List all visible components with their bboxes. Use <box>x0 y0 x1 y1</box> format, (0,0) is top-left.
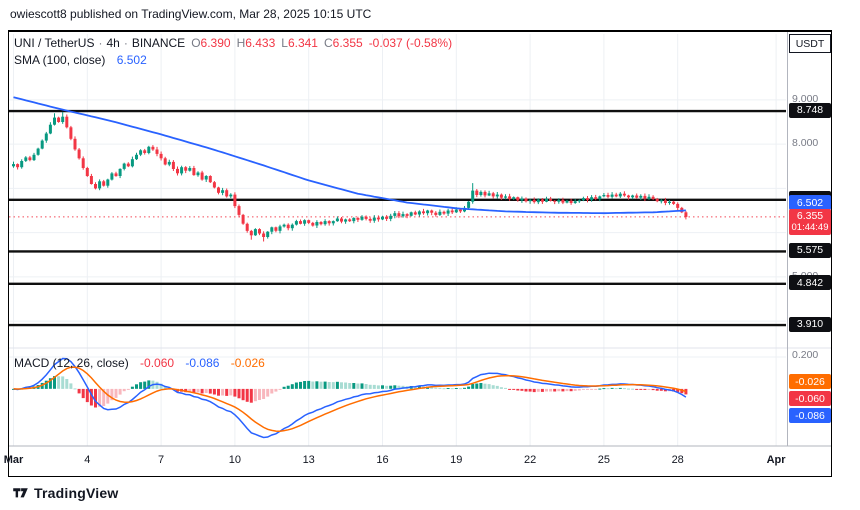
sma-name: SMA (100, close) <box>14 53 106 67</box>
close-value: 6.355 <box>332 36 363 50</box>
legend-separator: · <box>98 36 103 50</box>
x-axis-label: 13 <box>302 454 315 466</box>
macd-axis-label: 0.200 <box>792 349 819 361</box>
ohlc-values: O6.390 H6.433 L6.341 C6.355 -0.037 (-0.58%) <box>185 36 452 50</box>
x-axis-label: 19 <box>450 454 463 466</box>
x-axis-label: 7 <box>158 454 165 466</box>
price-level-badge: 8.748 <box>789 102 831 118</box>
attribution-text: owiescott8 published on TradingView.com,… <box>10 7 372 21</box>
symbol-name[interactable]: UNI / TetherUS <box>14 36 95 50</box>
macd-signal-value: -0.026 <box>230 356 265 370</box>
tradingview-logo-text: TradingView <box>34 484 119 501</box>
x-axis-label: Apr <box>766 454 786 466</box>
price-axis-label: 9.000 <box>792 92 819 105</box>
sma-price-badge: 6.502 <box>789 195 831 211</box>
change-value: -0.037 (-0.58%) <box>368 36 453 50</box>
macd-line-value: -0.086 <box>185 356 220 370</box>
interval-label[interactable]: 4h <box>106 36 120 50</box>
high-value: 6.433 <box>245 36 276 50</box>
price-level-badge: 3.910 <box>789 316 831 332</box>
last-price-badge: 6.355 01:44:49 <box>789 208 831 235</box>
x-axis-label: 28 <box>671 454 684 466</box>
sma-value: 6.502 <box>116 53 147 67</box>
sma-legend[interactable]: SMA (100, close) 6.502 <box>14 53 147 67</box>
macd-legend[interactable]: MACD (12, 26, close) -0.060 -0.086 -0.02… <box>14 356 265 370</box>
x-axis-label: 22 <box>523 454 537 466</box>
last-price-value: 6.355 <box>796 210 824 223</box>
open-label: O <box>191 36 201 50</box>
macd-value-badge: -0.086 <box>789 408 831 423</box>
price-axis-label: 8.000 <box>792 137 819 150</box>
time-axis[interactable]: Mar 4 7 10 13 16 19 22 25 28 Apr <box>4 452 787 472</box>
close-label: C <box>323 36 333 50</box>
open-value: 6.390 <box>200 36 231 50</box>
x-axis-label: 4 <box>84 454 91 466</box>
price-axis[interactable]: 9.0008.0005.0008.7486.7425.5754.8423.910… <box>788 31 833 446</box>
macd-value-badge: -0.026 <box>789 374 831 389</box>
x-axis-label: 16 <box>376 454 389 466</box>
low-label: L <box>281 36 288 50</box>
price-level-badge: 4.842 <box>789 275 831 291</box>
countdown-label: 01:44:49 <box>791 222 829 234</box>
high-label: H <box>236 36 246 50</box>
chart-legend: UNI / TetherUS · 4h · BINANCE O6.390 H6.433 L6.… <box>14 36 452 50</box>
x-axis-label: 10 <box>228 454 242 466</box>
price-level-badge: 5.575 <box>789 242 831 258</box>
tradingview-footer[interactable]: TradingView <box>12 484 118 501</box>
macd-hist-value: -0.060 <box>140 356 175 370</box>
exchange-label[interactable]: BINANCE <box>131 36 186 50</box>
low-value: 6.341 <box>287 36 318 50</box>
tradingview-logo-icon <box>12 484 29 501</box>
x-axis-label: 25 <box>597 454 611 466</box>
macd-name: MACD (12, 26, close) <box>14 356 129 370</box>
currency-axis-label[interactable]: USDT <box>789 34 831 53</box>
x-axis-label: Mar <box>3 454 24 466</box>
macd-value-badge: -0.060 <box>789 391 831 406</box>
legend-separator: · <box>123 36 128 50</box>
